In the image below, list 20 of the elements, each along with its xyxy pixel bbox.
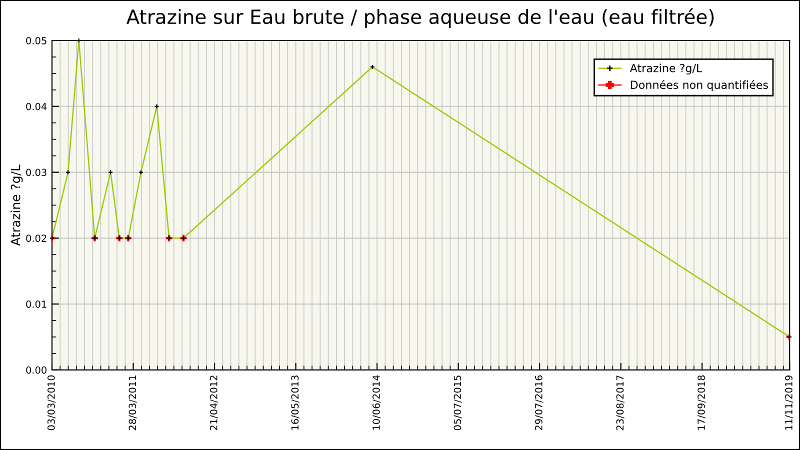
- y-tick-label: 0.01: [26, 300, 46, 308]
- x-tick-label: 05/07/2015: [454, 376, 462, 430]
- x-tick-label: 28/03/2011: [128, 376, 137, 430]
- chart-title: Atrazine sur Eau brute / phase aqueuse de l'eau (eau filtrée): [126, 8, 714, 28]
- x-tick-label: 29/07/2016: [535, 375, 544, 430]
- legend-label: Données non quantifiées: [630, 80, 768, 92]
- x-tick-label: 23/08/2017: [616, 376, 624, 430]
- x-tick-label: 17/09/2018: [698, 375, 706, 430]
- y-tick-label: 0.03: [26, 168, 46, 176]
- x-tick-label: 21/04/2012: [210, 376, 218, 430]
- x-tick-label: 10/06/2014: [372, 375, 381, 430]
- legend-label: Atrazine ?g/L: [630, 64, 702, 74]
- y-axis-title: Atrazine ?g/L: [10, 164, 23, 246]
- x-tick-label: 16/05/2013: [291, 376, 300, 430]
- x-tick-label: 03/03/2010: [47, 375, 56, 430]
- y-tick-label: 0.02: [26, 234, 46, 242]
- y-tick-label: 0.05: [26, 36, 46, 44]
- y-tick-label: 0.04: [26, 102, 47, 110]
- y-tick-label: 0.00: [26, 366, 46, 374]
- x-tick-label: 11/11/2019: [785, 375, 794, 430]
